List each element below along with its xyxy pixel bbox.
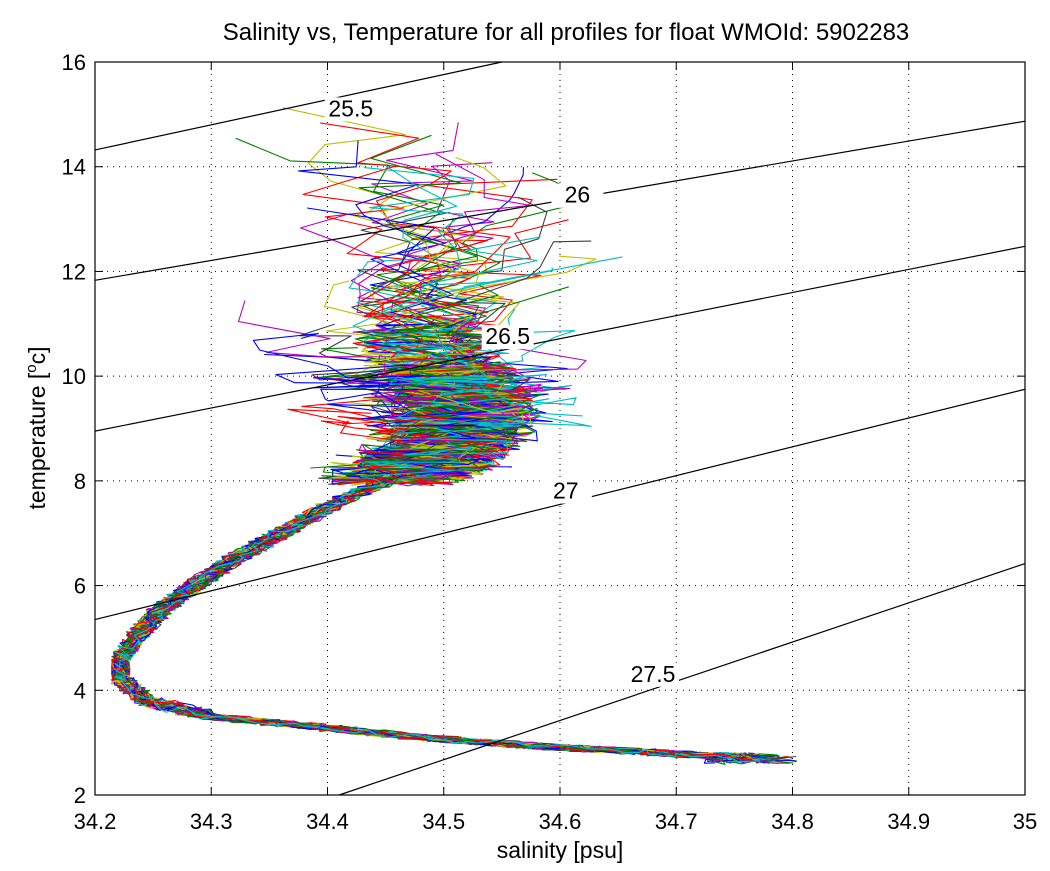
isopycnal-line bbox=[94, 61, 503, 151]
isopycnal-label-bg bbox=[539, 479, 592, 504]
x-tick-label: 35 bbox=[1013, 809, 1037, 834]
y-tick-label: 2 bbox=[74, 783, 86, 808]
isopycnal-label-bg bbox=[627, 662, 679, 687]
x-tick-label: 34.6 bbox=[539, 809, 582, 834]
x-tick-labels: 34.2 34.3 34.4 34.5 34.6 34.7 34.8 34.9 35 bbox=[74, 809, 1038, 834]
isopycnal-label: 26 bbox=[565, 182, 591, 208]
profile-line bbox=[114, 167, 761, 764]
isopycnal-line bbox=[94, 245, 1026, 432]
y-tick-label: 8 bbox=[74, 469, 86, 494]
x-tick-label: 34.5 bbox=[422, 809, 465, 834]
y-tick-labels: 2 4 6 8 10 12 14 16 bbox=[62, 50, 86, 808]
profile-line bbox=[113, 284, 726, 765]
y-axis-label-end: c] bbox=[24, 346, 50, 364]
isopycnal-label: 25.5 bbox=[328, 95, 373, 121]
y-axis-label-main: temperature [ bbox=[24, 372, 50, 509]
x-tick-label: 34.4 bbox=[306, 809, 349, 834]
isopycnal-label: 26.5 bbox=[485, 323, 530, 349]
isopycnal-label-bg bbox=[324, 97, 377, 122]
y-tick-label: 14 bbox=[62, 155, 86, 180]
isopycnal-label-bg bbox=[551, 183, 604, 208]
profile-line bbox=[115, 437, 764, 760]
x-tick-label: 34.3 bbox=[190, 809, 233, 834]
axis-ticks bbox=[94, 61, 1026, 796]
y-tick-label: 6 bbox=[74, 574, 86, 599]
profile-lines bbox=[110, 107, 797, 765]
y-tick-label: 4 bbox=[74, 678, 86, 703]
isopycnal-label-bg bbox=[481, 325, 534, 350]
x-tick-label: 34.9 bbox=[887, 809, 930, 834]
chart-title: Salinity vs, Temperature for all profile… bbox=[223, 19, 910, 46]
x-tick-label: 34.2 bbox=[74, 809, 117, 834]
grid-lines bbox=[95, 62, 1025, 795]
isopycnal-labels: 25.5 26 26.5 27 27.5 bbox=[324, 95, 679, 687]
isopycnal-line bbox=[94, 388, 1026, 621]
x-axis-label: salinity [psu] bbox=[497, 837, 624, 863]
y-axis-label-sup: o bbox=[23, 364, 40, 372]
x-tick-label: 34.8 bbox=[771, 809, 814, 834]
isopycnal-label: 27.5 bbox=[631, 661, 676, 687]
x-tick-label: 34.7 bbox=[655, 809, 698, 834]
y-axis-label: temperature [oc] bbox=[23, 346, 50, 509]
y-tick-label: 12 bbox=[62, 259, 86, 284]
y-tick-label: 10 bbox=[62, 364, 86, 389]
isopycnal-label: 27 bbox=[553, 478, 579, 504]
isopycnal-line bbox=[338, 563, 1026, 796]
y-tick-label: 16 bbox=[62, 50, 86, 75]
